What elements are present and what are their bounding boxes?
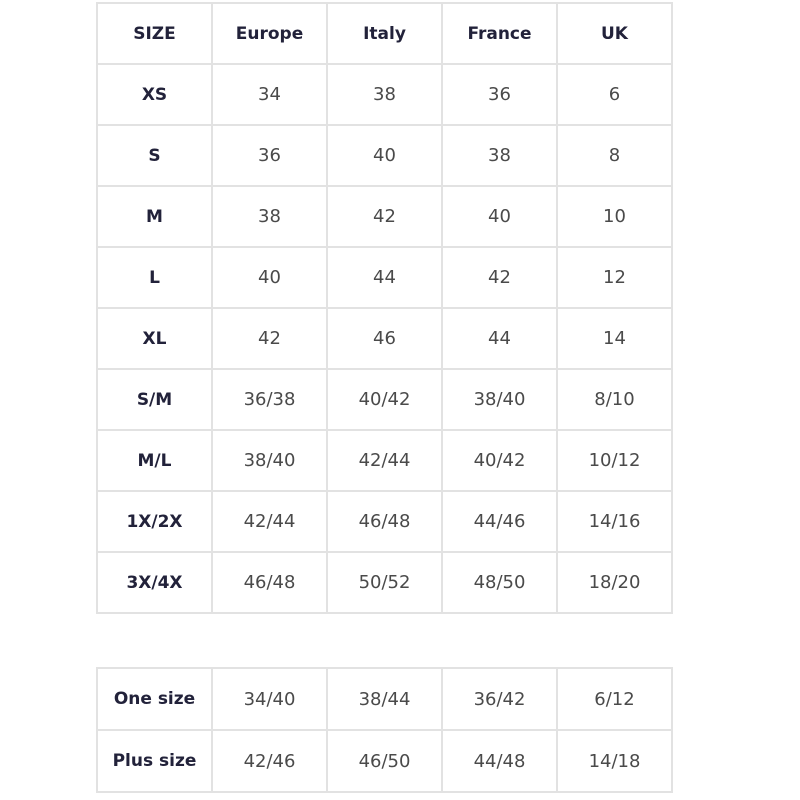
table-row: XS 34 38 36 6 — [96, 63, 673, 126]
size-label-cell: S/M — [96, 368, 213, 431]
header-row: SIZE Europe Italy France UK — [96, 2, 673, 65]
size-value-cell: 36 — [441, 63, 558, 126]
size-value-cell: 36 — [211, 124, 328, 187]
size-value-cell: 42/46 — [211, 729, 328, 793]
table-row: XL 42 46 44 14 — [96, 307, 673, 370]
table-row: S 36 40 38 8 — [96, 124, 673, 187]
size-label-cell: 3X/4X — [96, 551, 213, 614]
size-value-cell: 40 — [211, 246, 328, 309]
table-row: 1X/2X 42/44 46/48 44/46 14/16 — [96, 490, 673, 553]
size-value-cell: 50/52 — [326, 551, 443, 614]
size-value-cell: 38/44 — [326, 667, 443, 731]
size-value-cell: 34 — [211, 63, 328, 126]
table-row: 3X/4X 46/48 50/52 48/50 18/20 — [96, 551, 673, 614]
size-value-cell: 40 — [326, 124, 443, 187]
column-header: Italy — [326, 2, 443, 65]
column-header: Europe — [211, 2, 328, 65]
size-value-cell: 14/18 — [556, 729, 673, 793]
size-label-cell: 1X/2X — [96, 490, 213, 553]
size-value-cell: 46/48 — [326, 490, 443, 553]
size-value-cell: 44 — [441, 307, 558, 370]
size-value-cell: 44 — [326, 246, 443, 309]
size-value-cell: 38/40 — [441, 368, 558, 431]
size-label-cell: S — [96, 124, 213, 187]
size-value-cell: 46 — [326, 307, 443, 370]
size-value-cell: 44/46 — [441, 490, 558, 553]
size-value-cell: 12 — [556, 246, 673, 309]
table-row: M/L 38/40 42/44 40/42 10/12 — [96, 429, 673, 492]
size-value-cell: 38 — [326, 63, 443, 126]
size-value-cell: 36/38 — [211, 368, 328, 431]
special-size-table: One size 34/40 38/44 36/42 6/12 Plus size 42/4… — [96, 667, 673, 793]
size-value-cell: 36/42 — [441, 667, 558, 731]
size-value-cell: 42 — [441, 246, 558, 309]
size-value-cell: 46/48 — [211, 551, 328, 614]
size-value-cell: 8 — [556, 124, 673, 187]
size-value-cell: 44/48 — [441, 729, 558, 793]
size-value-cell: 42/44 — [211, 490, 328, 553]
size-value-cell: 6/12 — [556, 667, 673, 731]
size-label-cell: Plus size — [96, 729, 213, 793]
size-value-cell: 38 — [211, 185, 328, 248]
size-value-cell: 40/42 — [441, 429, 558, 492]
size-value-cell: 42 — [326, 185, 443, 248]
size-value-cell: 42/44 — [326, 429, 443, 492]
size-value-cell: 40 — [441, 185, 558, 248]
column-header: UK — [556, 2, 673, 65]
size-label-cell: XS — [96, 63, 213, 126]
size-value-cell: 38/40 — [211, 429, 328, 492]
size-value-cell: 18/20 — [556, 551, 673, 614]
size-value-cell: 10/12 — [556, 429, 673, 492]
table-row: L 40 44 42 12 — [96, 246, 673, 309]
size-value-cell: 10 — [556, 185, 673, 248]
size-value-cell: 34/40 — [211, 667, 328, 731]
size-value-cell: 48/50 — [441, 551, 558, 614]
size-value-cell: 46/50 — [326, 729, 443, 793]
table-row: Plus size 42/46 46/50 44/48 14/18 — [96, 729, 673, 793]
column-header: SIZE — [96, 2, 213, 65]
size-value-cell: 40/42 — [326, 368, 443, 431]
size-label-cell: L — [96, 246, 213, 309]
size-conversion-table: SIZE Europe Italy France UK XS 34 38 36 6 S 36 40 38 8… — [96, 2, 673, 614]
size-value-cell: 38 — [441, 124, 558, 187]
column-header: France — [441, 2, 558, 65]
size-value-cell: 8/10 — [556, 368, 673, 431]
size-value-cell: 6 — [556, 63, 673, 126]
table-row: M 38 42 40 10 — [96, 185, 673, 248]
size-value-cell: 14 — [556, 307, 673, 370]
size-value-cell: 14/16 — [556, 490, 673, 553]
size-label-cell: M/L — [96, 429, 213, 492]
size-label-cell: M — [96, 185, 213, 248]
size-label-cell: One size — [96, 667, 213, 731]
size-label-cell: XL — [96, 307, 213, 370]
table-row: S/M 36/38 40/42 38/40 8/10 — [96, 368, 673, 431]
size-value-cell: 42 — [211, 307, 328, 370]
table-row: One size 34/40 38/44 36/42 6/12 — [96, 667, 673, 731]
